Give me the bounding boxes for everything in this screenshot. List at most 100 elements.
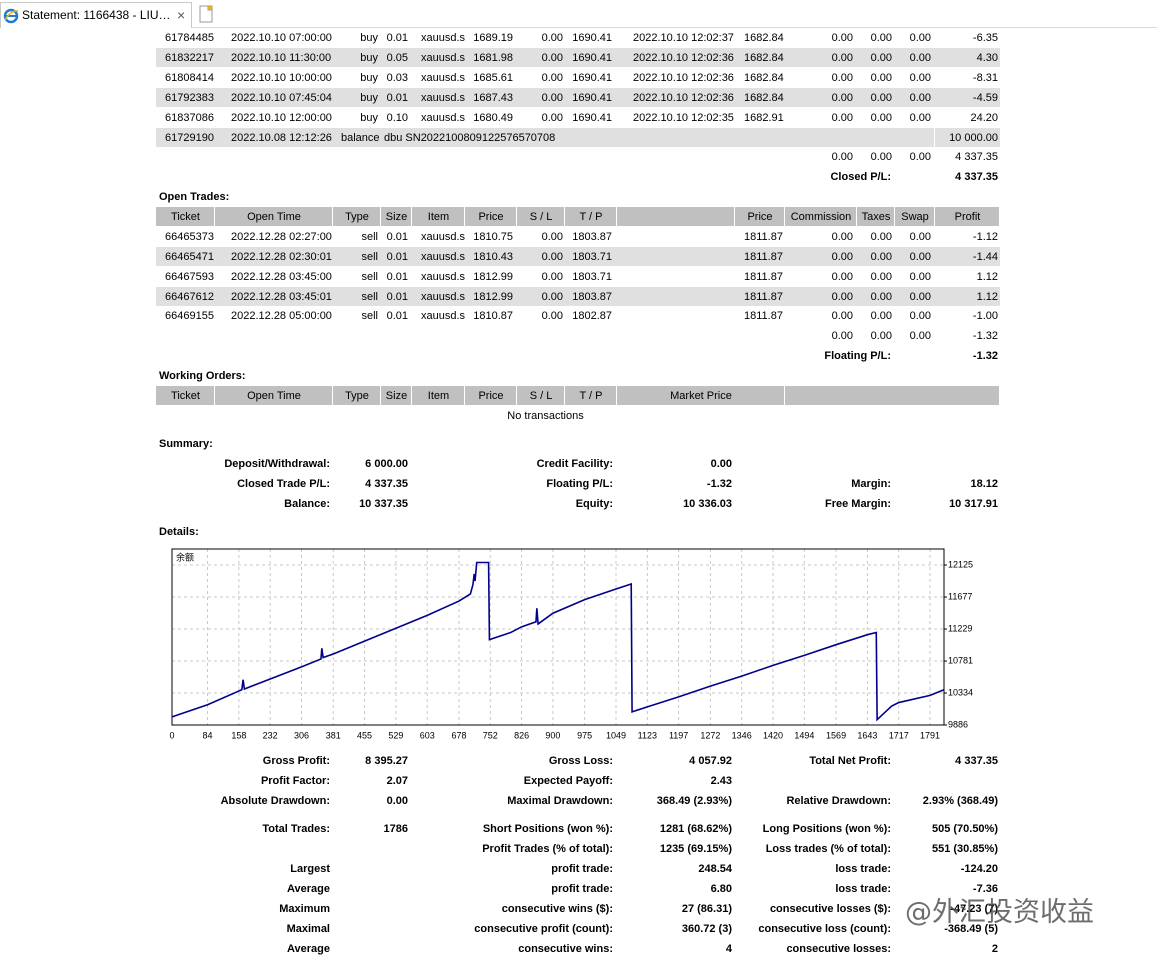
plot-border — [171, 548, 945, 726]
stat-value: 27 (86.31) — [681, 903, 732, 915]
trade-cell: 0.00 — [541, 32, 563, 44]
header-label: Market Price — [670, 390, 732, 402]
header-cell — [381, 386, 412, 405]
trade-cell: xauusd.s — [421, 72, 466, 84]
trade-cell: 0.00 — [831, 231, 853, 243]
trade-cell: 1.12 — [976, 271, 998, 283]
header-cell — [215, 386, 333, 405]
x-tick-label: 603 — [420, 730, 435, 740]
header-cell — [517, 207, 565, 226]
trade-cell: 2022.10.10 12:02:37 — [633, 32, 734, 44]
trade-cell: 1812.99 — [473, 291, 513, 303]
trade-cell: 1811.87 — [744, 251, 783, 263]
trade-cell: 2022.10.10 12:02:36 — [633, 52, 734, 64]
trade-cell: -1.00 — [972, 310, 998, 322]
trade-cell: 0.00 — [870, 251, 892, 263]
total-cell: 0.00 — [870, 330, 892, 342]
trade-cell: 2022.10.10 12:02:36 — [633, 72, 734, 84]
stat-value: -7.36 — [972, 883, 998, 895]
trade-cell: 1803.87 — [572, 291, 612, 303]
trade-cell: 0.00 — [541, 112, 563, 124]
trade-cell: 2022.10.10 12:00:00 — [231, 112, 332, 124]
trade-cell: sell — [361, 291, 378, 303]
header-cell — [412, 386, 465, 405]
trade-cell: 0.00 — [909, 231, 931, 243]
floating-pl-value: -1.32 — [972, 350, 998, 362]
stat-label: Free Margin: — [824, 498, 891, 510]
header-cell — [735, 207, 785, 226]
watermark: @外汇投资收益 — [905, 897, 1094, 928]
stat-label: consecutive losses ($): — [769, 903, 891, 915]
trade-cell: buy — [360, 72, 378, 84]
trade-cell: 0.00 — [831, 251, 853, 263]
trade-cell: 1685.61 — [473, 72, 513, 84]
header-label: S / L — [529, 211, 553, 223]
header-label: Open Time — [247, 211, 301, 223]
trade-cell: 1690.41 — [572, 72, 612, 84]
total-cell: 0.00 — [870, 151, 892, 163]
stat-label: consecutive loss (count): — [758, 923, 891, 935]
trade-cell: buy — [360, 52, 378, 64]
trade-cell: xauusd.s — [421, 310, 466, 322]
trade-cell: 2022.10.10 12:02:36 — [633, 92, 734, 104]
new-tab-button[interactable] — [197, 5, 215, 25]
stat-label: Expected Payoff: — [523, 775, 613, 787]
y-tick-label: 9886 — [948, 719, 968, 729]
x-tick-label: 158 — [231, 730, 246, 740]
closed-pl-label: Closed P/L: — [830, 171, 891, 183]
stat-label: Relative Drawdown: — [786, 795, 891, 807]
trade-cell: 1682.84 — [744, 72, 784, 84]
header-label: Ticket — [171, 211, 200, 223]
tab-title: Statement: 1166438 - LIU… — [22, 8, 171, 22]
stat-label: consecutive losses: — [786, 943, 891, 955]
trade-cell: 0.00 — [831, 271, 853, 283]
row-shade — [156, 48, 1000, 67]
trade-cell: 0.00 — [541, 92, 563, 104]
trade-cell: -8.31 — [972, 72, 998, 84]
header-label: Type — [345, 390, 369, 402]
stat-label: loss trade: — [835, 883, 891, 895]
stat-value: -1.32 — [706, 478, 732, 490]
tab-close[interactable]: × — [177, 7, 186, 23]
header-label: Price — [478, 211, 504, 223]
stat-label: Gross Loss: — [548, 755, 613, 767]
header-label: Swap — [901, 211, 929, 223]
stat-value: 1786 — [383, 823, 408, 835]
stat-label: Profit Trades (% of total): — [482, 843, 613, 855]
trade-cell: 0.00 — [870, 310, 892, 322]
trade-cell: 0.00 — [541, 310, 563, 322]
balance-type: balance — [341, 132, 380, 144]
x-tick-label: 678 — [451, 730, 466, 740]
stat-value: 10 337.35 — [359, 498, 408, 510]
trade-cell: 0.01 — [386, 271, 408, 283]
closed-pl-value: 4 337.35 — [955, 171, 998, 183]
trade-cell: 0.00 — [870, 92, 892, 104]
stat-value: 0.00 — [386, 795, 408, 807]
stat-label: Maximal Drawdown: — [507, 795, 613, 807]
trade-cell: 0.00 — [870, 291, 892, 303]
trade-cell: 2022.12.28 02:27:00 — [231, 231, 332, 243]
trade-cell: -6.35 — [972, 32, 998, 44]
trade-cell: sell — [361, 251, 378, 263]
header-cell — [381, 207, 412, 226]
x-tick-label: 529 — [388, 730, 403, 740]
stat-value: 360.72 (3) — [681, 923, 732, 935]
section-title: Working Orders: — [159, 370, 246, 382]
x-tick-label: 306 — [294, 730, 309, 740]
trade-cell: buy — [360, 92, 378, 104]
header-cell — [215, 207, 333, 226]
header-label: Size — [385, 211, 408, 223]
stat-value: 1281 (68.62%) — [659, 823, 732, 835]
trade-cell: 0.00 — [870, 112, 892, 124]
trade-cell: 1681.98 — [473, 52, 513, 64]
trade-cell: 1803.87 — [572, 231, 612, 243]
stat-label: consecutive wins: — [518, 943, 613, 955]
header-cell — [333, 386, 381, 405]
stat-label: Credit Facility: — [536, 458, 613, 470]
header-label: T / P — [579, 211, 603, 223]
header-label: Item — [427, 211, 450, 223]
x-tick-label: 1272 — [700, 730, 720, 740]
header-cell — [333, 207, 381, 226]
browser-tab[interactable]: Statement: 1166438 - LIU… × — [0, 2, 192, 28]
